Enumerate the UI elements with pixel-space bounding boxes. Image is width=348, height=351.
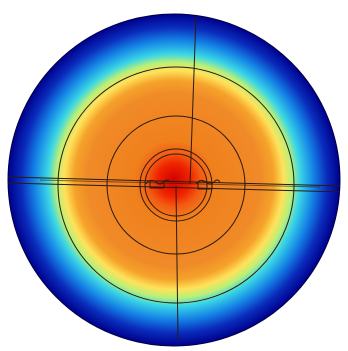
outer-boundary xyxy=(7,13,341,347)
right-slot xyxy=(195,179,221,185)
field-disk xyxy=(8,14,340,346)
horizontal-seam-bottom xyxy=(8,182,340,193)
vertical-seam-lower xyxy=(175,185,179,341)
right-slot-box xyxy=(197,181,213,190)
horizontal-seam-inner xyxy=(39,179,321,188)
horizontal-seam-top xyxy=(8,176,340,187)
vertical-seam-upper xyxy=(189,15,197,185)
left-slot-box xyxy=(149,180,165,189)
